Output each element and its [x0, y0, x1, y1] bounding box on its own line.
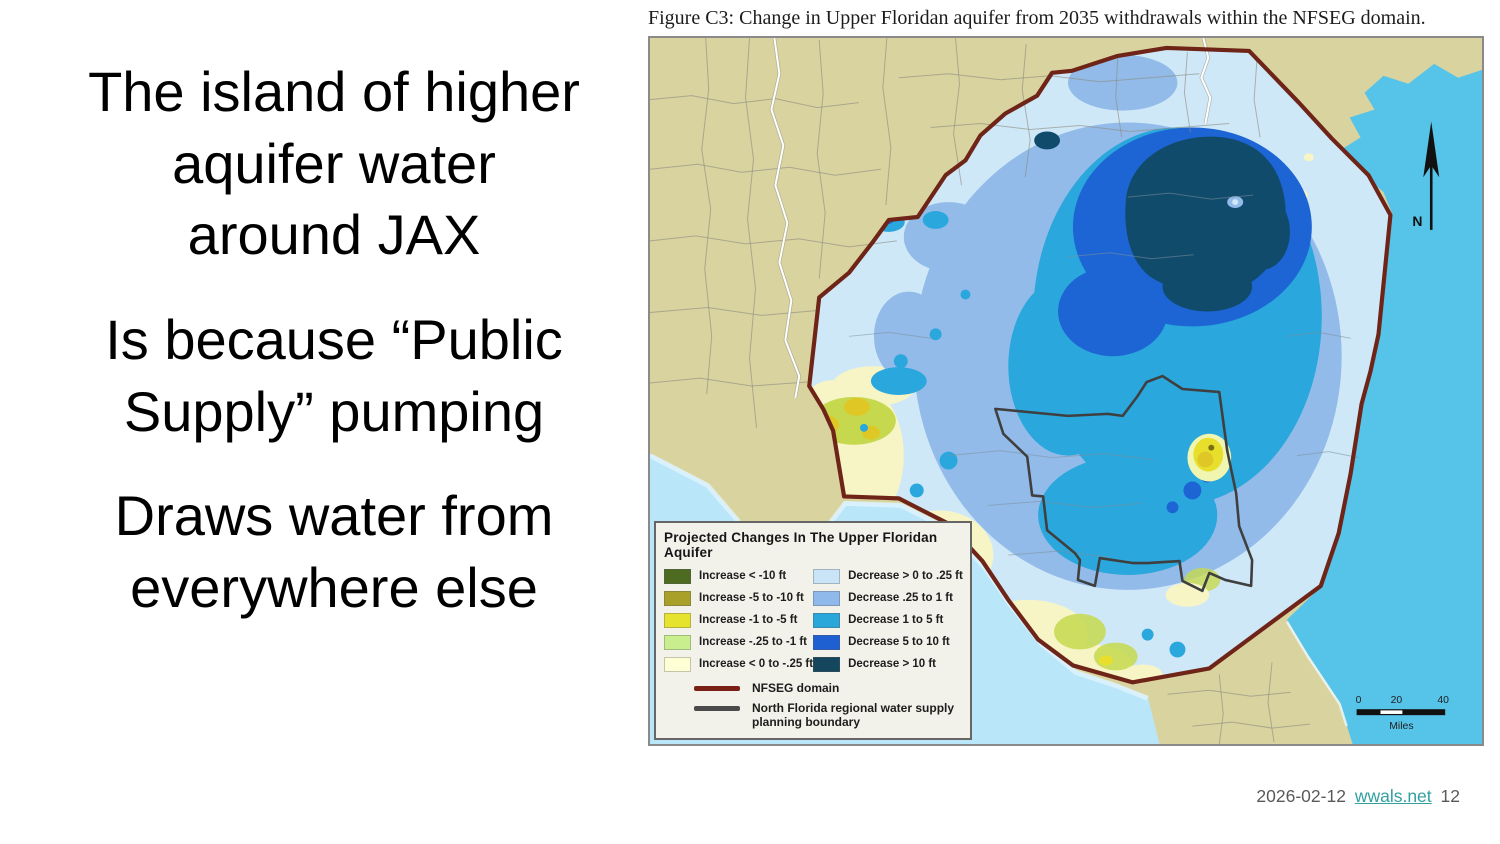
legend-item: Increase -.25 to -1 ft: [664, 634, 813, 650]
atlantic-shore: [1285, 621, 1348, 727]
headline-line: around JAX: [187, 203, 481, 267]
legend-item-label: Increase -1 to -5 ft: [699, 614, 798, 627]
legend-decrease-column: Decrease > 0 to .25 ft Decrease .25 to 1 …: [813, 562, 963, 672]
legend-line-swatch: [694, 706, 740, 712]
figure: Figure C3: Change in Upper Floridan aqui…: [648, 6, 1486, 747]
north-arrow-icon: N: [1412, 121, 1440, 231]
legend-item: Decrease 1 to 5 ft: [813, 612, 963, 628]
legend-item-label: Increase -5 to -10 ft: [699, 592, 804, 605]
legend-swatch: [813, 612, 841, 628]
legend-item-label: Increase -.25 to -1 ft: [699, 636, 808, 649]
footer-date: 2026-02-12: [1256, 786, 1346, 806]
legend-item: Increase < 0 to -.25 ft: [664, 656, 814, 672]
headline-line: Supply” pumping: [123, 379, 545, 443]
svg-text:0: 0: [1356, 696, 1362, 707]
planning-boundary-line: [994, 375, 1254, 593]
footer-page: 12: [1440, 786, 1460, 806]
legend-swatch: [664, 656, 691, 672]
legend-item: Increase -1 to -5 ft: [664, 612, 813, 628]
headline-paragraph: Is because “Public Supply” pumping: [28, 304, 640, 447]
legend-item-label: Decrease 5 to 10 ft: [848, 636, 950, 649]
legend-item: Decrease 5 to 10 ft: [813, 634, 963, 650]
legend-increase-column: Increase < -10 ft Increase -5 to -10 ft In…: [664, 562, 813, 672]
legend-item-label: Decrease > 0 to .25 ft: [848, 570, 963, 583]
headline-line: aquifer water: [172, 131, 496, 195]
legend-item: Decrease > 10 ft: [813, 656, 963, 672]
headline: The island of higher aquifer water around …: [28, 56, 640, 657]
figure-caption: Figure C3: Change in Upper Floridan aqui…: [648, 7, 1426, 29]
headline-line: everywhere else: [130, 556, 538, 620]
legend-line-items: NFSEG domain North Florida regional water…: [694, 681, 962, 729]
footer-link[interactable]: wwals.net: [1354, 786, 1432, 806]
legend-swatch: [813, 634, 841, 650]
legend-swatch: [664, 568, 691, 584]
nfseg-boundary-line: [807, 46, 1393, 685]
legend-line-item: North Florida regional water supply plan…: [694, 701, 962, 729]
headline-paragraph: Draws water from everywhere else: [28, 480, 640, 623]
legend-title: Projected Changes In The Upper Floridan …: [664, 529, 938, 560]
legend-swatch: [664, 590, 691, 606]
legend-line-item: NFSEG domain: [694, 681, 962, 695]
headline-line: Draws water from: [114, 484, 554, 548]
legend-line-label: NFSEG domain: [752, 680, 840, 695]
legend-swatch: [813, 590, 841, 606]
legend-item: Increase -5 to -10 ft: [664, 590, 813, 606]
legend-swatch: [664, 634, 691, 650]
map-legend: Projected Changes In The Upper Floridan …: [654, 520, 972, 741]
legend-item: Increase < -10 ft: [664, 568, 813, 584]
north-label: N: [1412, 213, 1422, 229]
headline-line: Is because “Public: [105, 308, 563, 372]
legend-item: Decrease > 0 to .25 ft: [813, 568, 963, 584]
aquifer-map: N 0 20 40 Miles Projected Changes In The…: [648, 36, 1484, 747]
svg-text:20: 20: [1391, 696, 1403, 707]
scale-bar: 0 20 40 Miles: [1356, 696, 1449, 733]
legend-item-label: Increase < 0 to -.25 ft: [699, 658, 814, 671]
legend-swatch: [813, 656, 841, 672]
legend-item-label: Decrease > 10 ft: [848, 658, 937, 671]
county-lines: [650, 38, 1359, 745]
footer: 2026-02-12 wwals.net 12: [1252, 786, 1460, 807]
legend-item-label: Increase < -10 ft: [699, 570, 787, 583]
scale-unit: Miles: [1389, 721, 1413, 732]
legend-line-label: North Florida regional water supply plan…: [752, 701, 955, 730]
legend-swatch: [813, 568, 841, 584]
headline-line: The island of higher: [88, 60, 580, 123]
legend-swatch: [664, 612, 691, 628]
headline-paragraph: The island of higher aquifer water around …: [28, 56, 640, 271]
ocean-shape: [1286, 64, 1482, 745]
legend-item-label: Decrease .25 to 1 ft: [848, 592, 953, 605]
legend-item-label: Decrease 1 to 5 ft: [848, 614, 944, 627]
svg-text:40: 40: [1437, 696, 1449, 707]
legend-line-swatch: [694, 685, 740, 691]
legend-item: Decrease .25 to 1 ft: [813, 590, 963, 606]
